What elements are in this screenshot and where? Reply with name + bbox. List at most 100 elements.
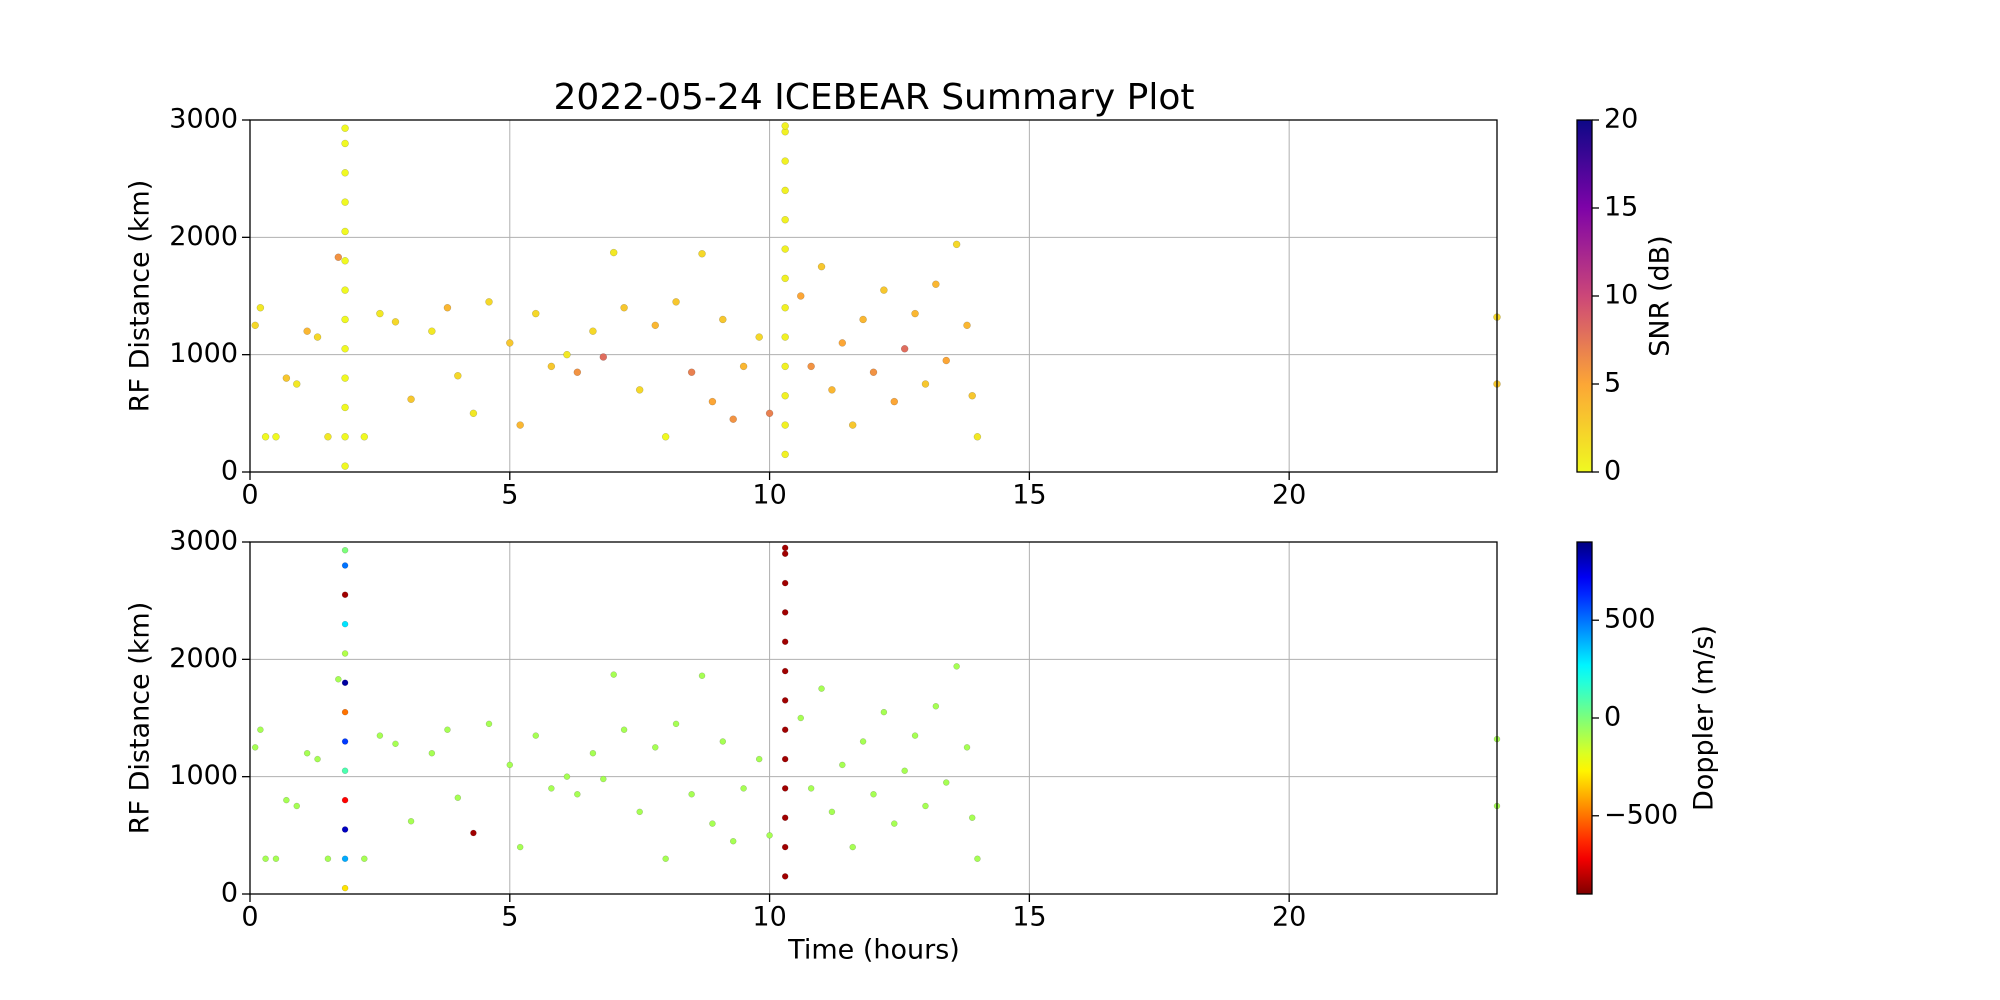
point [859,738,867,745]
point [341,884,349,892]
points [251,544,1501,892]
axes-frame [249,541,1498,895]
point [781,550,789,557]
x-axis-label: Time (hours) [787,935,960,966]
point [672,720,680,728]
colorbar-tick-label: 500 [1604,604,1656,635]
point [485,298,493,306]
point [687,368,696,377]
point [303,327,311,335]
point [257,726,264,733]
point [942,779,950,786]
point [781,609,789,616]
point [428,749,436,757]
point [781,391,789,400]
point [360,433,369,441]
point [729,415,737,423]
point [341,562,349,569]
point [807,785,815,792]
point [661,433,670,441]
point [698,250,706,258]
point [662,855,669,863]
point [781,186,789,195]
x-tick-label: 0 [241,902,258,933]
point [532,732,540,739]
point [293,802,301,810]
point [392,740,399,748]
point [911,732,919,739]
point [262,855,269,863]
point [755,333,763,341]
point [740,785,747,792]
point [672,298,680,306]
point [589,327,597,335]
x-tick-label: 5 [501,480,518,511]
y-tick-label: 3000 [169,526,238,557]
point [781,215,789,224]
point [282,374,291,382]
point [341,286,349,294]
point [610,671,617,678]
x-tick-label: 5 [501,902,518,933]
point [817,262,826,271]
y-axis-label: RF Distance (km) [125,602,156,835]
colorbar-tick-label: 0 [1604,702,1621,733]
chart-title: 2022-05-24 ICEBEAR Summary Plot [554,77,1195,118]
point [341,546,349,554]
point [313,333,322,341]
point [341,403,349,412]
point [953,663,960,670]
point [755,755,763,763]
point [932,703,940,710]
point [781,667,789,675]
point [781,697,789,704]
point [341,796,349,804]
axes-frame [249,119,1498,473]
point [261,433,270,441]
point [485,720,493,728]
point [849,843,856,851]
point [599,353,608,361]
point [516,421,524,429]
point [506,761,514,769]
point [739,362,748,371]
point [251,321,259,330]
point [859,315,867,324]
point [341,738,349,745]
point [589,749,597,757]
point [870,791,877,798]
colorbar-tick-label: 20 [1604,104,1638,135]
colorbar [1576,541,1593,895]
point [548,785,555,792]
point [547,362,556,371]
point [341,433,349,441]
point [781,245,789,253]
point [781,333,789,341]
point [341,591,349,599]
point [766,832,773,839]
point [341,315,349,324]
y-tick-label: 2000 [169,643,238,674]
point [952,240,961,249]
point [781,814,789,821]
point [314,755,321,763]
y-tick-label: 1000 [169,760,238,791]
point [444,726,451,733]
point [620,726,628,733]
point [341,855,349,863]
point [781,122,789,130]
point [272,433,280,441]
point [974,855,981,863]
y-tick-label: 1000 [169,338,238,369]
point [729,837,737,845]
point [932,280,940,289]
point [765,409,774,418]
point [407,818,415,825]
point [341,708,349,716]
point [891,820,898,827]
point [563,350,571,359]
point [901,767,908,775]
x-tick-label: 10 [752,480,786,511]
point [609,248,618,257]
